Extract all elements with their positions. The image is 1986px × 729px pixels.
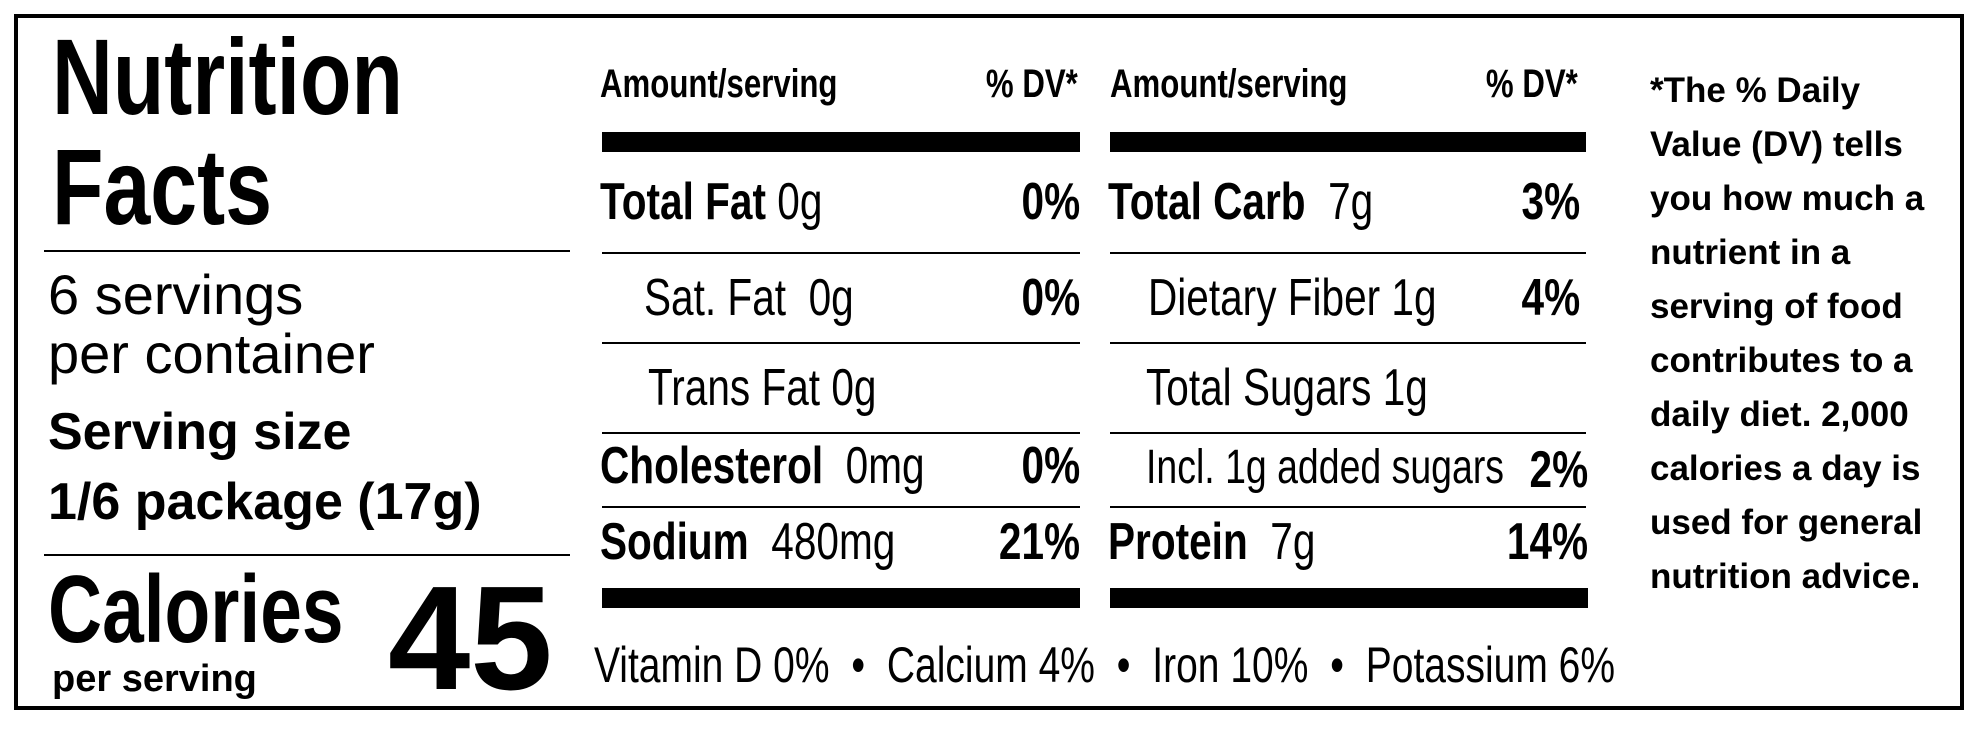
dv-total-carb: 3% <box>1521 173 1580 231</box>
iron: Iron 10% <box>1152 637 1309 693</box>
calories-value: 45 <box>388 556 553 721</box>
left-bottom-thick-rule <box>602 588 1080 608</box>
right-bottom-thick-rule <box>1110 588 1588 608</box>
vitamin-d: Vitamin D 0% <box>594 637 830 693</box>
row-added-sugars: Incl. 1g added sugars <box>1146 441 1505 494</box>
left-rule-4 <box>602 506 1080 508</box>
left-rule-3 <box>602 432 1080 434</box>
right-rule-4 <box>1110 506 1586 508</box>
row-sat-fat: Sat. Fat 0g <box>644 269 854 327</box>
row-protein: Protein 7g <box>1108 513 1316 571</box>
title-divider <box>44 250 570 252</box>
servings-line-2: per container <box>48 322 375 385</box>
row-total-carb: Total Carb 7g <box>1108 173 1374 231</box>
left-top-thick-rule <box>602 132 1080 152</box>
left-header-amount: Amount/serving <box>600 62 838 106</box>
row-total-fat: Total Fat 0g <box>600 173 823 231</box>
serving-size-value: 1/6 package (17g) <box>48 473 482 531</box>
dv-sodium: 21% <box>998 513 1080 571</box>
serving-divider <box>44 554 570 556</box>
row-trans-fat: Trans Fat 0g <box>648 359 877 417</box>
dv-dietary-fiber: 4% <box>1521 269 1580 327</box>
title-line-1: Nutrition <box>52 16 403 137</box>
daily-value-footnote: *The % Daily Value (DV) tells you how mu… <box>1650 71 1925 596</box>
right-header-dv: % DV* <box>1485 62 1578 106</box>
left-header-dv: % DV* <box>985 62 1078 106</box>
right-top-thick-rule <box>1110 132 1586 152</box>
dv-cholesterol: 0% <box>1021 437 1080 495</box>
row-dietary-fiber: Dietary Fiber 1g <box>1148 269 1437 327</box>
left-rule-1 <box>602 252 1080 254</box>
title-line-2: Facts <box>52 126 273 247</box>
right-rule-2 <box>1110 342 1586 344</box>
servings-line-1: 6 servings <box>48 263 304 326</box>
row-cholesterol: Cholesterol 0mg <box>600 437 925 495</box>
nutrition-label-frame <box>14 14 1964 710</box>
separator-dot-3: • <box>1330 637 1344 693</box>
calcium: Calcium 4% <box>886 637 1095 693</box>
per-serving-label: per serving <box>52 658 257 700</box>
row-sodium: Sodium 480mg <box>600 513 896 571</box>
dv-total-fat: 0% <box>1021 173 1080 231</box>
potassium: Potassium 6% <box>1365 637 1616 693</box>
dv-protein: 14% <box>1506 513 1588 571</box>
row-total-sugars: Total Sugars 1g <box>1146 359 1428 417</box>
vitamins-line: Vitamin D 0% • Calcium 4% • Iron 10% • Potassi… <box>594 636 1903 694</box>
serving-size-label: Serving size <box>48 403 352 461</box>
dv-added-sugars: 2% <box>1529 441 1588 499</box>
left-rule-2 <box>602 342 1080 344</box>
separator-dot-2: • <box>1116 637 1131 693</box>
calories-label: Calories <box>48 556 344 663</box>
right-rule-3 <box>1110 432 1586 434</box>
right-header-amount: Amount/serving <box>1110 62 1348 106</box>
right-rule-1 <box>1110 252 1586 254</box>
separator-dot-1: • <box>851 637 866 693</box>
dv-sat-fat: 0% <box>1021 269 1080 327</box>
